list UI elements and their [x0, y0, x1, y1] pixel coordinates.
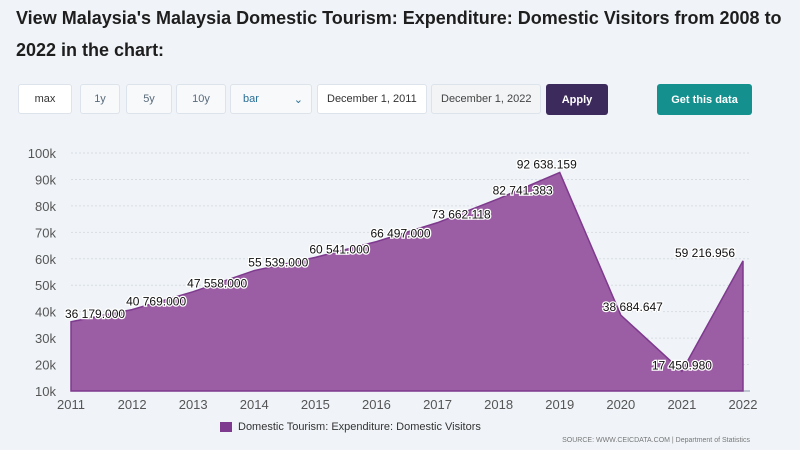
chart-type-select[interactable]: bar ⌄: [230, 84, 312, 114]
data-label: 40 769.000: [126, 295, 186, 309]
data-label: 60 541.000: [309, 242, 369, 256]
start-date-input[interactable]: December 1, 2011: [317, 84, 427, 114]
data-label: 36 179.000: [65, 307, 125, 321]
y-tick-label: 80k: [35, 199, 56, 214]
y-tick-label: 30k: [35, 331, 56, 346]
range-5y-button[interactable]: 5y: [126, 84, 172, 114]
series-area-shape: [70, 171, 744, 392]
x-tick-label: 2019: [545, 397, 574, 412]
data-label: 59 216.956: [675, 246, 735, 260]
x-tick-label: 2013: [179, 397, 208, 412]
x-tick-label: 2021: [667, 397, 696, 412]
series-area: [70, 171, 744, 392]
data-label: 92 638.159: [517, 157, 577, 171]
x-tick-label: 2014: [240, 397, 269, 412]
range-1y-button[interactable]: 1y: [80, 84, 120, 114]
y-tick-label: 100k: [28, 146, 57, 161]
y-tick-label: 20k: [35, 358, 56, 373]
end-date-input[interactable]: December 1, 2022: [431, 84, 541, 114]
x-tick-label: 2016: [362, 397, 391, 412]
data-label: 17 450.980: [652, 358, 712, 372]
data-label: 38 684.647: [603, 300, 663, 314]
x-tick-label: 2011: [57, 397, 85, 412]
chevron-down-icon: ⌄: [293, 93, 303, 106]
area-chart: 10k 20k 30k 40k 50k 60k 70k 80k 90k 100k 2011 2012…: [28, 146, 758, 412]
y-tick-label: 90k: [35, 172, 56, 187]
x-tick-label: 2015: [301, 397, 330, 412]
data-label: 82 741.383: [493, 184, 553, 198]
y-tick-label: 10k: [35, 384, 56, 399]
page-title: View Malaysia's Malaysia Domestic Touris…: [16, 8, 782, 60]
y-tick-label: 60k: [35, 252, 56, 267]
data-label: 47 558.000: [187, 277, 247, 291]
y-tick-label: 70k: [35, 225, 56, 240]
data-label: 66 497.000: [370, 227, 430, 241]
x-tick-label: 2012: [118, 397, 147, 412]
apply-button[interactable]: Apply: [546, 84, 608, 115]
get-data-button[interactable]: Get this data: [657, 84, 752, 115]
legend-swatch: [220, 422, 232, 432]
x-tick-label: 2017: [423, 397, 452, 412]
range-10y-button[interactable]: 10y: [176, 84, 226, 114]
legend-label: Domestic Tourism: Expenditure: Domestic …: [238, 421, 481, 433]
y-axis-ticks: 10k 20k 30k 40k 50k 60k 70k 80k 90k 100k: [28, 146, 57, 399]
chart-legend[interactable]: Domestic Tourism: Expenditure: Domestic …: [220, 421, 481, 433]
range-max-button[interactable]: max: [18, 84, 72, 114]
data-label: 73 662.118: [432, 208, 491, 222]
source-note: SOURCE: WWW.CEICDATA.COM | Department of…: [562, 437, 750, 444]
x-tick-label: 2022: [729, 397, 758, 412]
y-tick-label: 40k: [35, 305, 56, 320]
x-tick-label: 2020: [606, 397, 635, 412]
y-tick-label: 50k: [35, 278, 56, 293]
data-label: 55 539.000: [248, 256, 308, 270]
x-tick-label: 2018: [484, 397, 513, 412]
chart-type-value: bar: [243, 93, 259, 105]
x-axis-ticks: 2011 2012 2013 2014 2015 2016 2017 2018 2019 2020…: [57, 397, 757, 412]
